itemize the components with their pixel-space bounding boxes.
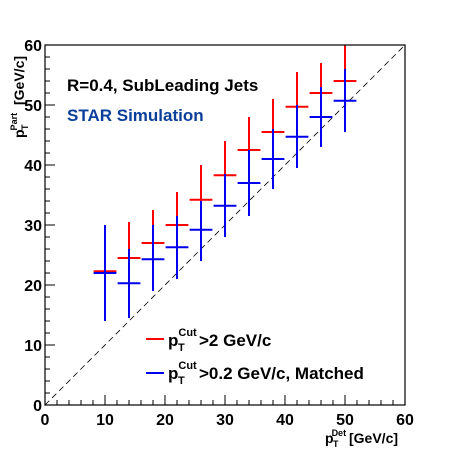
y-tick-label: 50 <box>24 98 42 115</box>
annotation-jet-type: R=0.4, SubLeading Jets <box>67 76 258 95</box>
y-axis-label: pPartT [GeV/c] <box>9 56 30 138</box>
x-axis-label-sub: T <box>333 439 339 449</box>
x-axis-label: pDet T [GeV/c] <box>325 428 398 449</box>
y-tick-label: 60 <box>24 38 42 55</box>
y-tick-label: 30 <box>24 218 42 235</box>
series-layer <box>93 45 357 321</box>
legend-red-sub: T <box>178 342 185 354</box>
annotation-star-simulation: STAR Simulation <box>67 106 204 125</box>
y-axis-label-group: pPartT [GeV/c] <box>9 56 30 138</box>
x-axis-label-sup: Det <box>332 428 347 438</box>
x-tick-label: 20 <box>156 412 174 429</box>
legend: pCut T >2 GeV/c pCut T >0.2 GeV/c, Matched <box>146 327 364 387</box>
legend-entry-blue: pCut T >0.2 GeV/c, Matched <box>168 360 364 387</box>
axis-ticks: 0 10 20 30 40 50 60 0 10 20 30 40 50 60 <box>24 38 414 429</box>
y-tick-label: 20 <box>24 278 42 295</box>
series-1 <box>93 69 357 321</box>
x-tick-label: 60 <box>396 412 414 429</box>
y-tick-label: 40 <box>24 158 42 175</box>
legend-entry-red: pCut T >2 GeV/c <box>168 327 271 354</box>
legend-blue-main: p <box>168 364 178 383</box>
legend-red-rest: >2 GeV/c <box>199 331 271 350</box>
legend-red-main: p <box>168 331 178 350</box>
x-tick-label: 30 <box>216 412 234 429</box>
y-tick-label: 10 <box>24 338 42 355</box>
y-tick-label: 0 <box>33 398 42 415</box>
x-tick-label: 50 <box>336 412 354 429</box>
x-tick-label: 40 <box>276 412 294 429</box>
y-axis-label-sub: T <box>20 124 30 130</box>
x-tick-label: 0 <box>41 412 50 429</box>
legend-blue-rest: >0.2 GeV/c, Matched <box>199 364 364 383</box>
y-axis-label-sup: Part <box>9 113 19 131</box>
y-axis-label-main: p <box>11 129 27 138</box>
x-axis-label-main: p <box>325 430 334 446</box>
legend-red-sup: Cut <box>178 327 197 339</box>
x-axis-label-unit: [GeV/c] <box>349 430 398 446</box>
legend-blue-sub: T <box>178 375 185 387</box>
legend-blue-sup: Cut <box>178 360 197 372</box>
y-axis-label-unit: [GeV/c] <box>11 56 27 105</box>
x-tick-label: 10 <box>96 412 114 429</box>
